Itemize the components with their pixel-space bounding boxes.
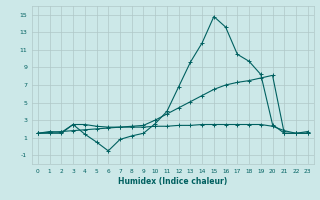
X-axis label: Humidex (Indice chaleur): Humidex (Indice chaleur) xyxy=(118,177,228,186)
